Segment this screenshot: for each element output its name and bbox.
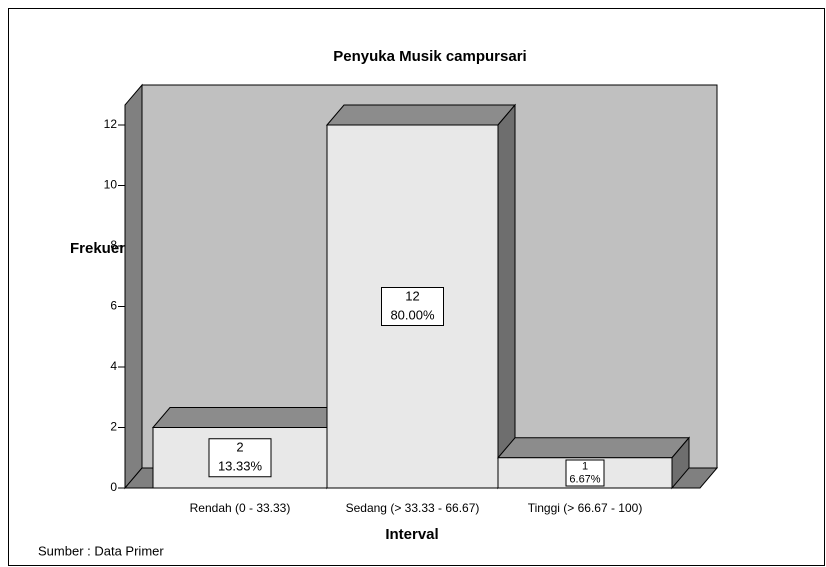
y-axis-label: Frekuensi bbox=[70, 240, 141, 257]
y-tick-label: 6 bbox=[110, 299, 117, 313]
bar-group: 12 80.00% bbox=[325, 103, 517, 490]
percent-label: 13.33% bbox=[218, 459, 263, 474]
data-label-box bbox=[208, 438, 272, 478]
x-tick-label: Rendah (0 - 33.33) bbox=[190, 501, 291, 515]
x-tick-label: Sedang (> 33.33 - 66.67) bbox=[346, 501, 480, 515]
plot: 0 2 4 6 8 10 12 2 13.33% Rendah (0 - 33.33) 12 80.0… bbox=[104, 83, 719, 515]
y-tick-label: 12 bbox=[104, 117, 118, 131]
percent-label: 6.67% bbox=[569, 473, 600, 485]
y-tick-label: 2 bbox=[110, 420, 117, 434]
y-tick-label: 4 bbox=[110, 359, 117, 373]
bar-side bbox=[497, 103, 516, 490]
data-label: 12 bbox=[405, 288, 419, 303]
bar-group: 2 13.33% bbox=[151, 406, 346, 490]
bar-group: 16.67% bbox=[496, 436, 691, 490]
left-wall bbox=[124, 83, 143, 490]
y-tick-label: 0 bbox=[110, 480, 117, 494]
bar-top bbox=[151, 407, 346, 428]
x-tick-label: Tinggi (> 66.67 - 100) bbox=[528, 501, 643, 515]
x-axis-label: Interval bbox=[385, 526, 438, 543]
y-tick-label: 8 bbox=[110, 238, 117, 252]
y-tick-label: 10 bbox=[104, 178, 118, 192]
note: Sumber : Data Primer bbox=[38, 543, 164, 558]
data-label: 2 bbox=[236, 440, 243, 455]
data-label-box bbox=[565, 459, 605, 487]
percent-label: 80.00% bbox=[390, 307, 435, 322]
chart-title: Penyuka Musik campursari bbox=[333, 48, 526, 65]
bar-top bbox=[325, 104, 517, 126]
data-label-box bbox=[381, 287, 444, 326]
bar-top bbox=[496, 437, 691, 459]
data-label: 1 bbox=[582, 460, 588, 472]
